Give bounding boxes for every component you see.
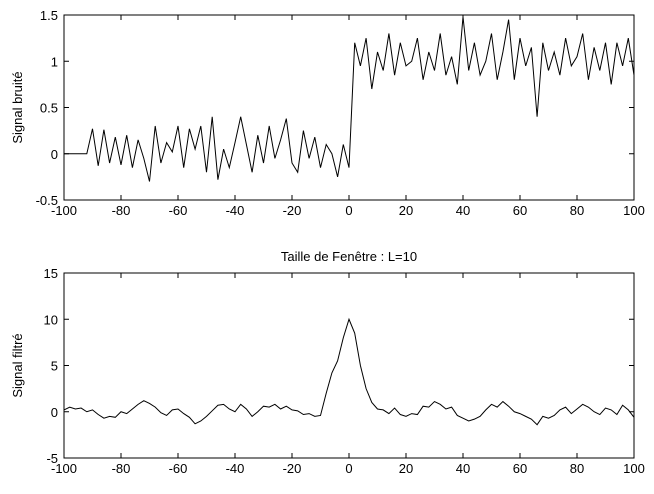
x-tick-label: 60 <box>513 461 527 476</box>
x-tick-label: 0 <box>345 203 352 218</box>
x-tick-label: -20 <box>283 203 302 218</box>
x-tick-label: 20 <box>399 461 413 476</box>
x-tick-label: -60 <box>169 461 188 476</box>
chart-title: Taille de Fenêtre : L=10 <box>281 249 417 264</box>
signal-line <box>63 317 635 426</box>
x-tick-label: 80 <box>570 461 584 476</box>
y-tick-label: -5 <box>46 451 58 466</box>
x-tick-label: -100 <box>51 203 77 218</box>
x-tick-label: 40 <box>456 203 470 218</box>
y-tick-label: 1.5 <box>40 8 58 23</box>
y-tick-label: -0.5 <box>36 193 58 208</box>
x-tick-label: -100 <box>51 461 77 476</box>
signal-line <box>64 16 635 182</box>
x-tick-label: -80 <box>112 203 131 218</box>
y-tick-label: 10 <box>44 312 58 327</box>
x-tick-label: 80 <box>570 203 584 218</box>
y-tick-label: 0 <box>51 147 58 162</box>
y-axis-label: Signal bruité <box>10 71 25 143</box>
x-tick-label: -20 <box>283 461 302 476</box>
y-tick-label: 0 <box>51 405 58 420</box>
x-tick-label: -40 <box>226 203 245 218</box>
x-tick-label: 100 <box>623 203 645 218</box>
x-tick-label: 40 <box>456 461 470 476</box>
x-tick-label: 20 <box>399 203 413 218</box>
y-tick-label: 1 <box>51 54 58 69</box>
x-tick-label: 60 <box>513 203 527 218</box>
x-tick-label: -80 <box>112 461 131 476</box>
x-tick-label: 0 <box>345 461 352 476</box>
x-tick-label: -60 <box>169 203 188 218</box>
axes-background <box>64 273 634 458</box>
y-tick-label: 15 <box>44 266 58 281</box>
axes-background <box>64 15 634 200</box>
y-axis-label: Signal filtré <box>10 333 25 397</box>
x-tick-label: -40 <box>226 461 245 476</box>
y-tick-label: 0.5 <box>40 101 58 116</box>
y-tick-label: 5 <box>51 359 58 374</box>
x-tick-label: 100 <box>623 461 645 476</box>
